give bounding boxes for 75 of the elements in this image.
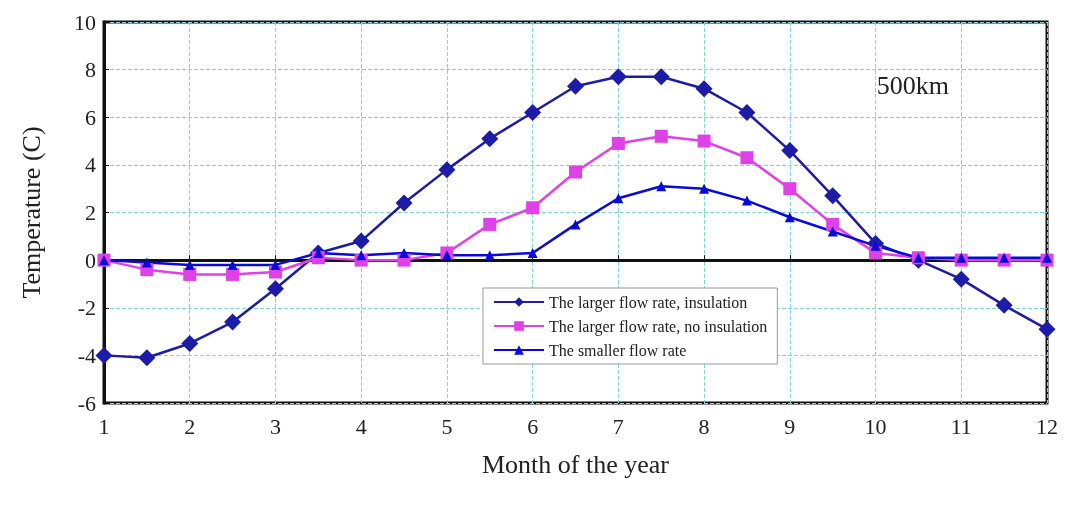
point xyxy=(611,136,625,150)
x-tick-label: 8 xyxy=(698,413,710,439)
point xyxy=(784,212,795,223)
point xyxy=(656,181,667,192)
point xyxy=(481,130,499,148)
x-axis-title: Month of the year xyxy=(481,449,670,479)
x-tick-label: 11 xyxy=(950,413,972,439)
y-tick-label: 10 xyxy=(74,9,96,35)
x-tick-label: 1 xyxy=(98,413,110,439)
point xyxy=(1038,320,1056,338)
point xyxy=(1042,252,1052,263)
point xyxy=(95,346,113,364)
x-tick-label: 3 xyxy=(269,413,281,439)
point xyxy=(652,68,670,86)
y-tick-label: -6 xyxy=(77,390,96,416)
y-tick-label: 6 xyxy=(85,104,96,130)
point xyxy=(483,217,497,231)
legend-label: The larger flow rate, insulation xyxy=(549,293,748,312)
point xyxy=(783,182,797,196)
point xyxy=(356,250,367,261)
point xyxy=(738,103,756,121)
point xyxy=(227,259,238,270)
x-tick-label: 7 xyxy=(612,413,624,439)
point xyxy=(613,193,624,204)
point xyxy=(527,247,538,258)
x-tick-label: 9 xyxy=(784,413,796,439)
point xyxy=(569,165,582,179)
point xyxy=(184,259,195,270)
point xyxy=(956,252,967,263)
x-tick-label: 5 xyxy=(441,413,453,439)
x-tick-label: 4 xyxy=(355,413,367,439)
point xyxy=(399,247,410,258)
y-tick-label: 2 xyxy=(85,200,96,225)
point xyxy=(181,334,199,352)
point xyxy=(441,250,452,261)
point xyxy=(826,217,840,231)
y-tick-label: 4 xyxy=(85,152,96,178)
annotation: 500km xyxy=(876,70,950,100)
point xyxy=(567,77,584,95)
point xyxy=(995,296,1013,314)
point xyxy=(824,187,842,205)
point xyxy=(266,280,284,298)
point xyxy=(697,134,711,148)
point xyxy=(781,142,799,160)
point xyxy=(699,183,710,194)
point xyxy=(438,161,456,179)
x-tick-label: 6 xyxy=(527,413,539,439)
point xyxy=(395,194,413,212)
y-tick-label: -2 xyxy=(77,295,96,321)
point xyxy=(352,232,370,250)
point xyxy=(224,313,242,331)
point xyxy=(484,250,495,261)
y-axis-title: Temperature (C) xyxy=(16,126,46,299)
point xyxy=(570,219,581,230)
x-tick-label: 12 xyxy=(1036,413,1058,439)
point xyxy=(740,151,754,165)
point xyxy=(609,68,627,86)
point xyxy=(138,349,156,367)
point xyxy=(741,195,752,206)
point xyxy=(526,201,540,215)
point xyxy=(524,103,542,121)
legend-label: The larger flow rate, no insulation xyxy=(549,317,768,336)
y-tick-label: -4 xyxy=(77,342,96,368)
legend-label: The smaller flow rate xyxy=(549,341,687,359)
y-tick-label: 0 xyxy=(85,247,96,273)
point xyxy=(270,259,281,270)
point xyxy=(999,252,1010,263)
point xyxy=(952,270,970,288)
point xyxy=(695,80,713,98)
x-tick-label: 2 xyxy=(184,413,196,439)
x-tick-label: 10 xyxy=(864,413,887,439)
point xyxy=(654,129,668,143)
point xyxy=(141,257,152,268)
y-tick-label: 8 xyxy=(85,57,96,83)
point xyxy=(827,226,838,237)
